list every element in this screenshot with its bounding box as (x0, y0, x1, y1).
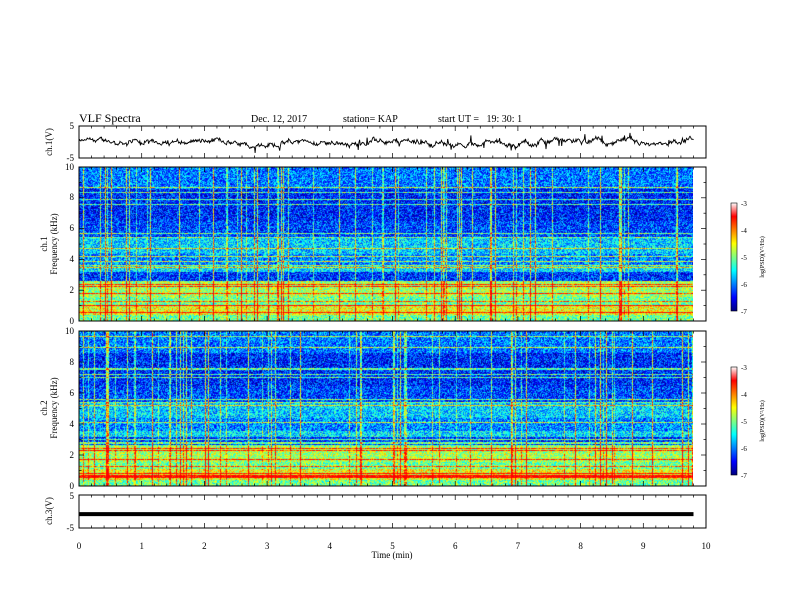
x-axis-label: Time (min) (372, 550, 413, 560)
ch2-ylabel-channel: ch.2 (39, 400, 49, 415)
header: VLF Spectra Dec. 12, 2017 station= KAP s… (79, 111, 522, 125)
ch3-ytick-bottom: -5 (67, 523, 75, 533)
ch2-cb-tick-m6: -6 (741, 445, 747, 453)
ch1-colorbar-label: log(PSD)(V²/Hz) (759, 236, 766, 277)
ch3-waveform-panel: 5 -5 ch.3(V) (44, 491, 707, 533)
ch1-freq-tick-10: 10 (65, 162, 75, 172)
ch3-ticks (78, 495, 707, 528)
x-tick-label-4: 4 (328, 541, 333, 551)
ch1-waveform-panel: 5 -5 ch.1(V) (44, 121, 707, 163)
ch1-colorbar-scale (730, 202, 738, 312)
ch1-freq-tick-6: 6 (70, 223, 75, 233)
ch3-ytick-top: 5 (70, 491, 75, 501)
ch2-freq-tick-4: 4 (70, 419, 75, 429)
ch2-ylabel-frequency: Frequency (kHz) (49, 377, 59, 438)
ch1-cb-tick-m5: -5 (741, 254, 747, 262)
ch1-ylabel-channel: ch.1 (39, 236, 49, 251)
ch2-freq-tick-0: 0 (70, 481, 75, 491)
ch1-ytick-top: 5 (70, 121, 75, 131)
ch1-cb-tick-m3: -3 (741, 200, 747, 208)
ch2-spectrogram-panel: 10 8 6 4 2 0 ch.2 Frequency (kHz) (39, 326, 707, 491)
x-tick-label-6: 6 (453, 541, 458, 551)
header-date: Dec. 12, 2017 (251, 114, 307, 125)
ch2-cb-tick-m5: -5 (741, 418, 747, 426)
header-start-time: start UT = 19: 30: 1 (438, 114, 522, 125)
ch2-cb-tick-m7: -7 (741, 472, 747, 480)
ch2-colorbar-scale (730, 366, 738, 476)
ch1-freq-tick-4: 4 (70, 254, 75, 264)
ch1-freq-tick-0: 0 (70, 316, 75, 326)
ch3-waveform-frame (78, 494, 707, 529)
ch2-freq-tick-10: 10 (65, 326, 75, 336)
ch1-freq-tick-2: 2 (70, 285, 75, 295)
ch1-ylabel: ch.1(V) (44, 128, 54, 156)
ch1-waveform-frame (78, 125, 707, 159)
ch1-spectrogram-panel: 10 8 6 4 2 0 ch.1 Frequency (kHz) (39, 162, 707, 326)
header-station: station= KAP (343, 114, 398, 125)
x-tick-label-0: 0 (77, 541, 82, 551)
ch1-waveform-trace (78, 132, 694, 153)
figure-title: VLF Spectra (79, 111, 141, 125)
ch2-freq-tick-6: 6 (70, 388, 75, 398)
ch1-spectrogram-frame (78, 166, 707, 322)
ch2-colorbar-label: log(PSD)(V²/Hz) (759, 400, 766, 441)
ch1-cb-tick-m4: -4 (741, 227, 747, 235)
ch1-ytick-bottom: -5 (67, 153, 75, 163)
x-axis: 0 1 2 3 4 5 6 7 8 9 10 Time (min) (77, 541, 711, 560)
ch2-spectrogram-frame (78, 330, 707, 487)
ch1-spectrogram-image (79, 167, 693, 321)
ch2-cb-tick-m4: -4 (741, 391, 747, 399)
ch1-cb-tick-m6: -6 (741, 281, 747, 289)
x-tick-label-2: 2 (202, 541, 207, 551)
ch2-colorbar: -3 -4 -5 -6 -7 log(PSD)(V²/Hz) (730, 364, 766, 480)
ch1-cb-tick-m7: -7 (741, 308, 747, 316)
ch1-colorbar: -3 -4 -5 -6 -7 log(PSD)(V²/Hz) (730, 200, 766, 316)
ch1-freq-tick-8: 8 (70, 192, 75, 202)
x-tick-label-7: 7 (516, 541, 521, 551)
ch2-freq-tick-8: 8 (70, 357, 75, 367)
ch3-ylabel: ch.3(V) (44, 497, 54, 525)
x-tick-label-8: 8 (578, 541, 583, 551)
x-tick-label-5: 5 (390, 541, 395, 551)
ch2-cb-tick-m3: -3 (741, 364, 747, 372)
x-tick-label-9: 9 (641, 541, 646, 551)
x-tick-label-1: 1 (139, 541, 144, 551)
x-tick-label-10: 10 (702, 541, 712, 551)
x-tick-label-3: 3 (265, 541, 270, 551)
ch2-spectrogram-image (79, 331, 693, 486)
ch1-ylabel-frequency: Frequency (kHz) (49, 213, 59, 274)
ch2-freq-tick-2: 2 (70, 450, 75, 460)
